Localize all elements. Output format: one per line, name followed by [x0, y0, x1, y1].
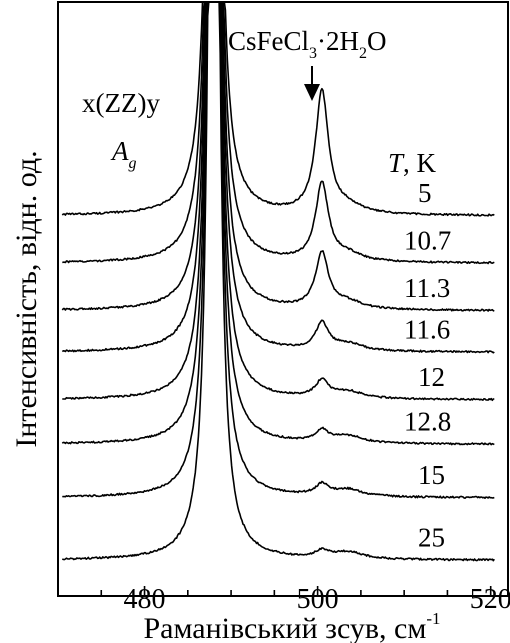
spectrum-line — [61, 1, 495, 217]
y-axis-label: Інтенсивність, відн. од. — [10, 150, 43, 447]
spectrum-line — [61, 1, 495, 312]
temperature-value-label: 12.8 — [404, 407, 451, 437]
spectrum-line — [62, 1, 495, 265]
temperature-value-label: 12 — [418, 362, 445, 392]
temperature-value-label: 11.3 — [404, 273, 450, 303]
spectrum-line — [62, 1, 495, 402]
x-tick-label: 520 — [470, 584, 510, 615]
spectrum-line — [61, 1, 495, 446]
temperature-value-label: 5 — [418, 178, 432, 208]
spectrum-line — [61, 1, 495, 354]
spectra-traces — [61, 1, 495, 562]
x-axis-label: Раманівський зсув, см-1 — [143, 609, 440, 643]
temperature-value-label: 11.6 — [404, 314, 450, 344]
peak-arrow-icon — [304, 66, 320, 101]
temperature-labels: 5 10.7 11.3 11.6 12 12.8 15 25 — [404, 178, 451, 553]
temperature-header: T, K — [388, 148, 437, 178]
x-tick-label: 480 — [124, 584, 166, 615]
polarization-label: x(ZZ)y — [82, 88, 160, 118]
compound-label: CsFeCl3·2H2O — [228, 26, 387, 62]
temperature-value-label: 10.7 — [404, 225, 451, 255]
symmetry-label: Ag — [110, 136, 137, 172]
spectrum-line — [61, 1, 495, 562]
spectrum-line — [62, 1, 495, 499]
temperature-value-label: 25 — [418, 522, 445, 552]
temperature-value-label: 15 — [418, 460, 445, 490]
x-axis-ticks: 480 500 520 — [57, 584, 510, 615]
x-tick-label: 500 — [297, 584, 339, 615]
plot-frame — [57, 1, 509, 597]
